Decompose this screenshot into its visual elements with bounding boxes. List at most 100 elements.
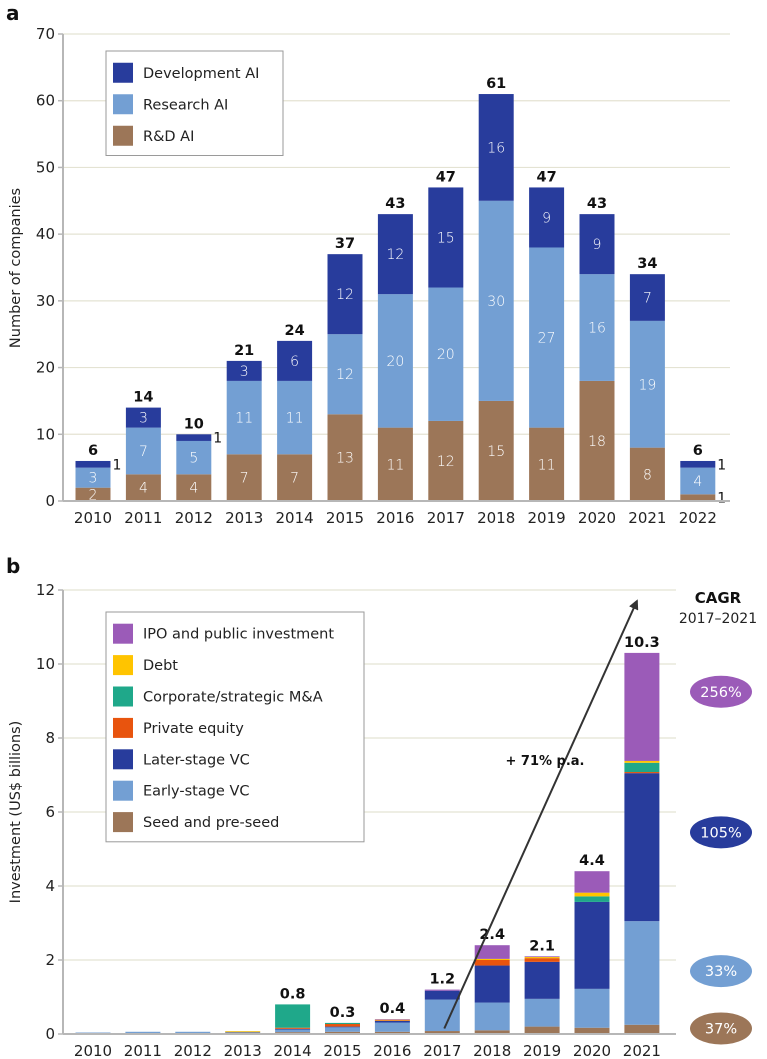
bar-2018: 2.4 [474, 927, 510, 1034]
bar-segment-research-ai [529, 247, 565, 428]
bar-2015: 13 12 12 37 [327, 236, 363, 501]
segment-label: 8 [643, 467, 652, 483]
bar-segment-later-stage-vc [474, 965, 510, 1003]
bar-segment-research-ai [226, 380, 262, 455]
bar-total-label: 10 [184, 416, 204, 432]
bar-segment-r-d-ai [629, 447, 665, 501]
bar-2014: 0.8 [275, 986, 311, 1034]
legend-frame [105, 50, 284, 156]
bar-segment-development-ai [377, 214, 413, 295]
growth-arrow [443, 599, 639, 1029]
bar-segment-development-ai [629, 274, 665, 321]
bar-total-label: 47 [537, 169, 557, 185]
segment-label: 20 [437, 347, 455, 363]
bar-segment-development-ai [579, 214, 615, 275]
segment-label: 4 [693, 474, 702, 490]
segment-label: 9 [542, 210, 551, 226]
y-ticks-b: 0 2 4 6 8 10 12 [36, 581, 63, 1043]
bar-segment-research-ai [125, 427, 161, 475]
bars-b: 0.8 0.3 0.4 1.2 2.4 2.1 4.4 10.3 [75, 635, 660, 1035]
legend-swatch [113, 94, 133, 115]
bar-2013: 7 11 3 21 [226, 343, 262, 501]
bar-segment-early-stage-vc [325, 1027, 360, 1032]
segment-label: 9 [593, 237, 602, 253]
x-tick-label: 2017 [423, 1042, 461, 1059]
bar-segment-research-ai [176, 440, 212, 475]
bar-segment-ipo-and-public-investment [574, 871, 610, 893]
x-tick-label: 2013 [224, 1042, 262, 1059]
segment-label: 13 [336, 451, 354, 467]
segment-label: 12 [386, 247, 404, 263]
x-tick-label: 2022 [679, 509, 717, 527]
bar-segment-later-stage-vc [574, 901, 610, 989]
x-tick-label: 2019 [523, 1042, 561, 1059]
y-tick-label: 12 [36, 581, 55, 599]
bar-segment-debt [624, 760, 660, 763]
segment-label: 27 [538, 331, 556, 347]
x-tick-label: 2020 [578, 509, 616, 527]
cagr-badge-later-stage-vc: 105% [690, 816, 752, 849]
bar-total-label: 43 [587, 196, 607, 212]
legend-swatch [113, 655, 133, 676]
bar-segment-private-equity [524, 958, 560, 962]
x-tick-label: 2016 [376, 509, 414, 527]
bar-segment-private-equity [474, 960, 510, 966]
segment-label: 4 [189, 481, 198, 497]
bar-segment-development-ai [75, 460, 111, 468]
x-tick-label: 2017 [427, 509, 465, 527]
bar-segment-seed-and-pre-seed [325, 1031, 360, 1034]
segment-label: 6 [290, 354, 299, 370]
bar-segment-r-d-ai [125, 474, 161, 501]
bar-total-label: 10.3 [624, 635, 660, 651]
bar-segment-development-ai [176, 434, 212, 441]
legend-item-development-ai: Development AI [113, 62, 259, 83]
bar-segment-research-ai [478, 200, 514, 401]
legend-label: Seed and pre-seed [143, 815, 279, 831]
bar-2012: 4 5 10 [176, 416, 212, 501]
bar-segment-development-ai [226, 360, 262, 381]
bar-segment-ipo-and-public-investment [474, 945, 510, 959]
bar-2017: 1.2 [424, 972, 460, 1034]
bar-segment-r-d-ai [680, 494, 716, 501]
bar-segment-early-stage-vc [175, 1031, 211, 1034]
bar-segment-r-d-ai [327, 414, 363, 501]
segment-label: 15 [437, 230, 455, 246]
bar-2016: 0.4 [374, 1001, 410, 1034]
x-tick-label: 2019 [528, 509, 566, 527]
bar-segment-research-ai [629, 320, 665, 448]
segment-label: 11 [538, 457, 556, 473]
bar-segment-development-ai [327, 254, 363, 335]
bar-segment-r-d-ai [277, 454, 313, 501]
segment-label: 2 [89, 487, 98, 503]
cagr-badge-shape [690, 816, 752, 849]
bar-2022: 46 [680, 443, 716, 501]
legend-frame [105, 611, 365, 843]
bar-segment-seed-and-pre-seed [524, 1026, 560, 1034]
x-tick-label: 2011 [124, 1042, 162, 1059]
segment-label: 7 [290, 471, 299, 487]
bar-total-label: 1.2 [429, 972, 455, 988]
bar-segment-research-ai [680, 467, 716, 495]
bar-segment-r-d-ai [377, 427, 413, 501]
bar-segment-debt [374, 1019, 410, 1021]
bar-segment-corporate-strategic-m-a [325, 1022, 360, 1025]
bar-2019: 11 27 9 47 [529, 169, 565, 501]
bar-segment-development-ai [277, 340, 313, 381]
legend-item-ipo-and-public-investment: IPO and public investment [113, 623, 334, 644]
legend-swatch [113, 780, 133, 801]
legend-item-r-d-ai: R&D AI [113, 125, 194, 146]
cagr-badge-seed-and-pre-seed: 37% [690, 1012, 752, 1045]
legend-swatch [113, 812, 133, 833]
x-tick-label: 2021 [628, 509, 666, 527]
y-tick-label: 0 [45, 492, 55, 510]
bar-segment-r-d-ai [428, 420, 464, 501]
bar-segment-corporate-strategic-m-a [624, 762, 660, 773]
bars-a: 2364731445107113217116241312123711201243… [75, 76, 726, 507]
x-tick-label: 2015 [326, 509, 364, 527]
legend-item-corporate-strategic-m-a: Corporate/strategic M&A [113, 686, 323, 707]
segment-label: 11 [386, 457, 404, 473]
segment-label: 18 [588, 434, 606, 450]
y-tick-label: 0 [45, 1025, 55, 1043]
outside-segment-label: 1 [717, 491, 726, 507]
